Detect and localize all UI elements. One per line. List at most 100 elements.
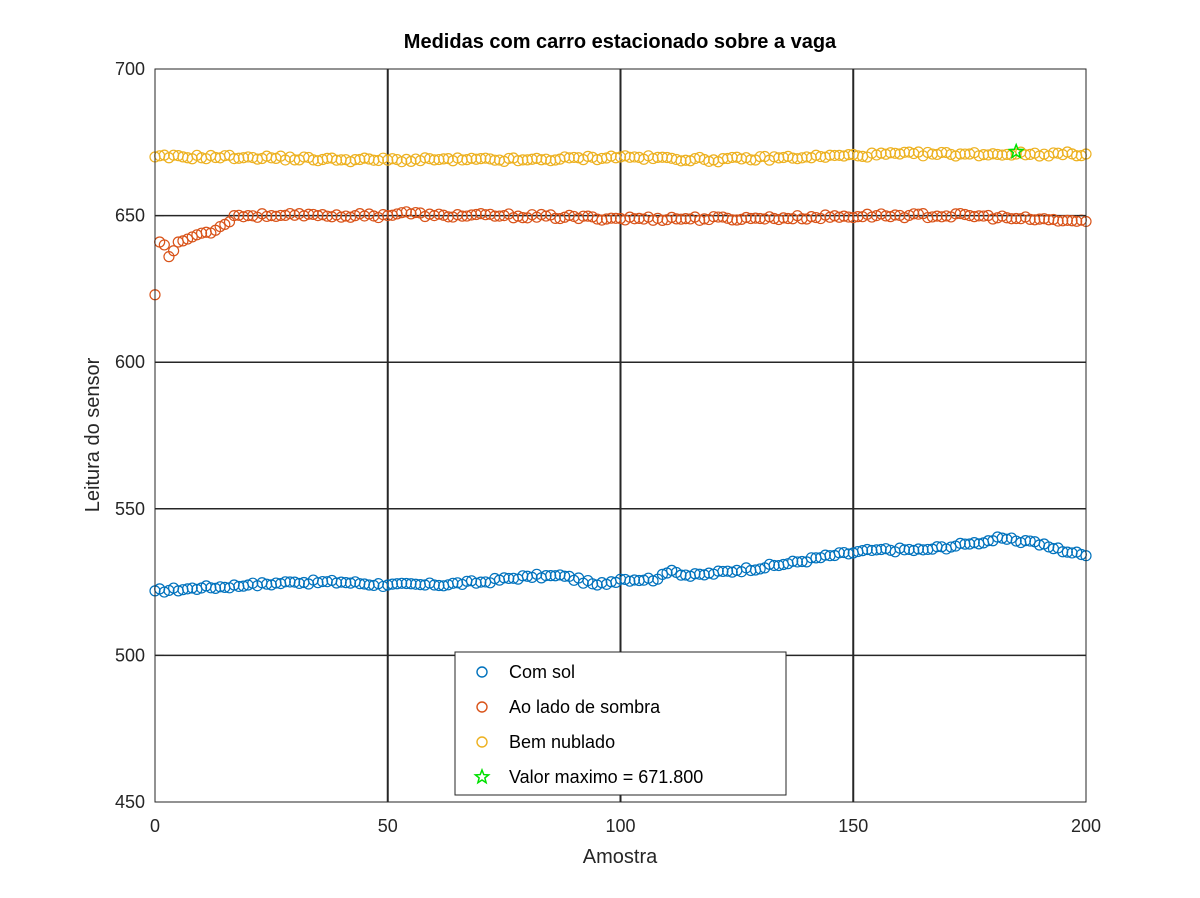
data-point [261,210,273,223]
axis-ticks: 0 50 100 150 200 450 500 550 600 650 700 [115,59,1101,836]
data-point [559,211,571,223]
data-point [768,151,780,163]
data-point [354,153,366,166]
data-point [991,212,1004,224]
legend-entry-label: Com sol [509,662,575,682]
data-point [787,555,799,567]
data-point [279,209,291,221]
data-point [968,537,980,549]
data-point [1033,213,1046,225]
data-point [726,566,738,578]
series-2 [149,146,1092,168]
data-point [386,578,399,590]
y-tick-label: 650 [115,206,145,226]
data-point [861,543,873,556]
data-point [489,210,501,222]
data-point [400,577,412,590]
data-point [829,149,841,162]
data-point [265,210,277,222]
data-point [833,149,845,161]
data-point [721,565,734,577]
data-point [340,210,352,222]
data-point [577,210,589,222]
data-point [754,563,766,575]
y-tick-label: 450 [115,792,145,812]
data-point [707,211,720,223]
data-point [242,579,254,591]
x-tick-label: 100 [605,816,635,836]
legend: Com sol Ao lado de sombra Bem nublado Valor… [454,651,787,796]
data-point [950,208,962,220]
data-point [1005,213,1018,225]
data-point [847,211,859,224]
data-point [396,577,408,589]
data-point [470,208,482,221]
legend-entry-label: Valor maximo = 671.800 [509,767,703,787]
data-marks [149,142,1092,598]
data-point [917,544,929,556]
data-point [936,211,948,223]
data-point [996,149,1008,161]
data-point [996,532,1008,544]
data-point [670,153,682,166]
data-point [866,147,878,159]
data-point [698,569,710,581]
data-point [991,148,1004,161]
max-point [1007,142,1025,160]
y-tick-label: 700 [115,59,145,79]
data-point [712,565,724,577]
data-point [614,151,627,163]
data-point [964,210,976,222]
data-point [908,208,920,220]
data-point [870,149,883,161]
data-point [465,152,478,164]
data-point [875,147,887,159]
data-point [340,577,352,589]
data-point [228,152,240,165]
y-tick-label: 550 [115,499,145,519]
data-point [1015,213,1027,225]
data-point [526,153,538,165]
data-point [787,152,799,164]
data-point [498,572,510,584]
data-point [1001,212,1013,224]
data-point [186,582,198,594]
data-point [945,148,957,161]
data-point [330,154,343,166]
legend-entry-label: Ao lado de sombra [509,697,661,717]
data-point [600,213,613,225]
series-3 [1007,142,1025,160]
data-point [540,569,552,582]
data-point [433,579,445,592]
data-point [749,212,762,224]
data-point [908,544,920,557]
data-point [945,541,957,553]
data-point [880,148,892,160]
data-point [842,211,855,223]
data-point [312,210,324,222]
data-point [670,213,682,225]
data-point [517,154,529,166]
data-point [410,206,422,219]
y-tick-label: 600 [115,352,145,372]
data-point [428,579,440,591]
data-point [796,152,808,164]
data-point [870,210,883,222]
data-point [475,153,487,165]
data-point [475,207,487,220]
data-point [195,227,208,239]
data-point [833,211,845,223]
data-point [330,577,343,589]
legend-entry-label: Bem nublado [509,732,615,752]
data-point [405,578,417,590]
data-point [856,545,869,557]
data-point [628,574,641,586]
data-point [689,152,701,165]
data-point [652,151,664,164]
data-point [1038,213,1050,225]
x-tick-label: 0 [150,816,160,836]
x-tick-label: 50 [378,816,398,836]
data-point [335,211,347,223]
data-point [698,153,710,166]
data-point [694,214,706,226]
